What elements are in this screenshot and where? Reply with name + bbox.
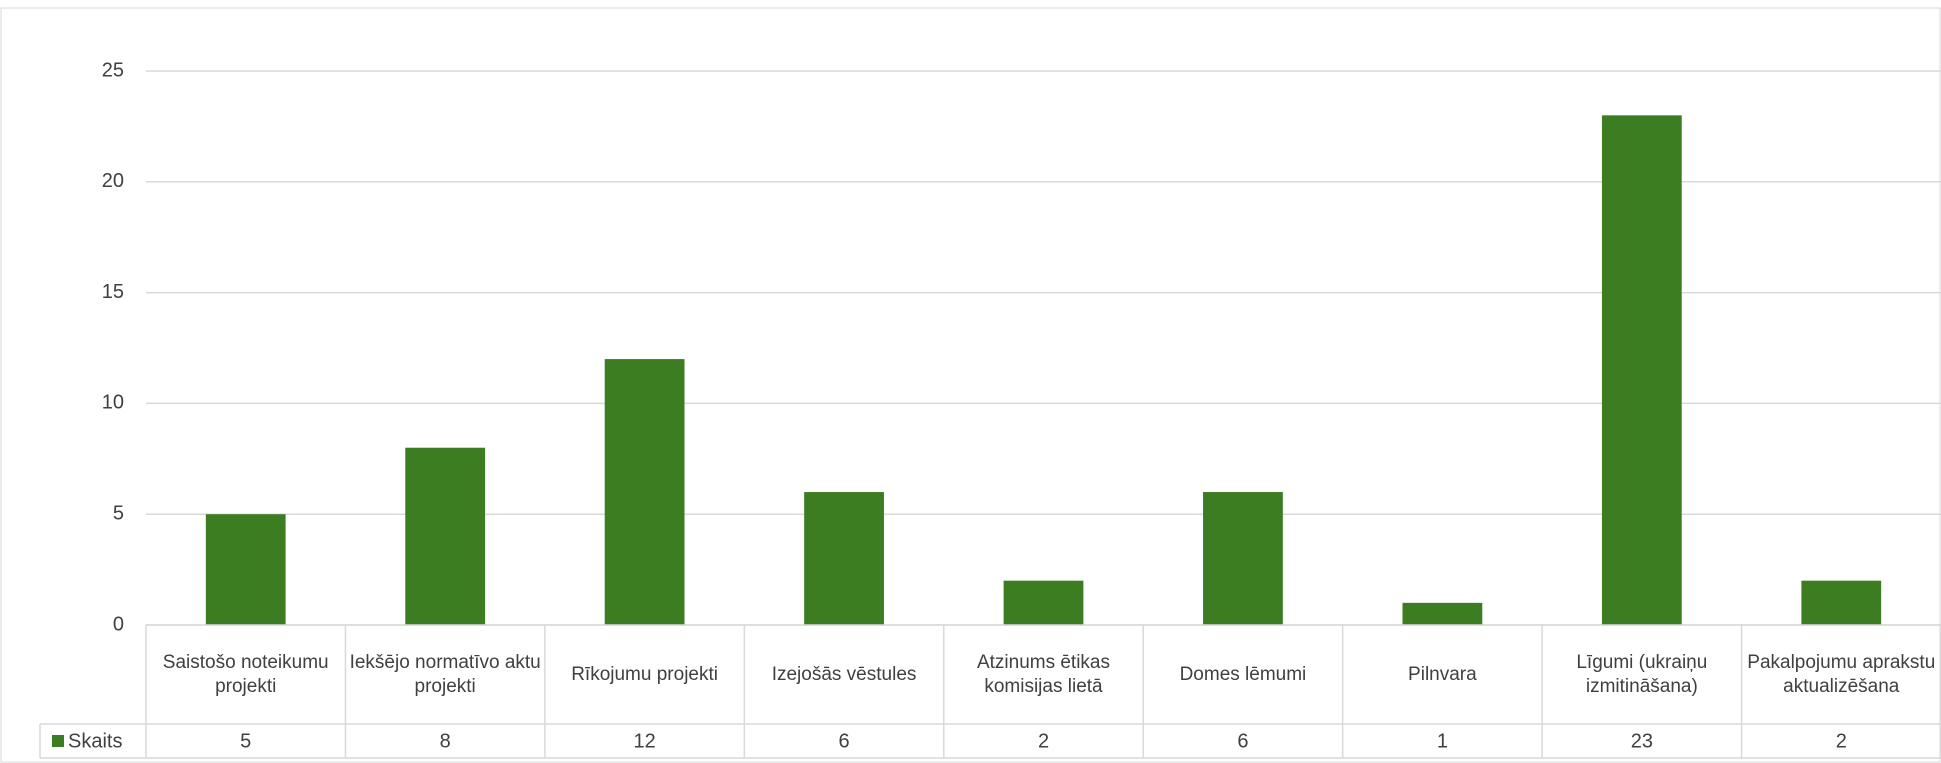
x-tick-label: Rīkojumu projekti: [571, 663, 718, 685]
data-table-value: 2: [1038, 730, 1049, 752]
bar: [804, 492, 884, 625]
y-tick-label: 0: [113, 613, 124, 635]
x-tick-label: Atzinums ētikas komisijas lietā: [976, 651, 1110, 697]
x-tick-label: Līgumi (ukraiņu izmitināšana): [1576, 651, 1708, 697]
y-tick-label: 25: [102, 59, 124, 81]
x-tick-label: Iekšējo normatīvo aktu projekti: [349, 651, 541, 697]
data-table-value: 1: [1437, 730, 1448, 752]
category-cell: Atzinums ētikas komisijas lietā: [976, 651, 1110, 697]
category-cell: Pakalpojumu aprakstu aktualizēšana: [1747, 651, 1936, 697]
bar: [604, 359, 685, 625]
bar: [1203, 492, 1283, 625]
y-tick-label: 10: [102, 392, 124, 414]
x-tick-label: Saistošo noteikumu projekti: [162, 651, 329, 697]
category-cell: Iekšējo normatīvo aktu projekti: [349, 651, 541, 697]
y-tick-label: 20: [102, 170, 124, 192]
data-table-value: 6: [1237, 730, 1248, 752]
x-tick-label: Pakalpojumu aprakstu aktualizēšana: [1747, 651, 1936, 697]
legend-swatch: [52, 735, 64, 747]
bar: [1601, 115, 1682, 625]
data-table-value: 8: [440, 730, 451, 752]
x-tick-label: Domes lēmumi: [1179, 663, 1307, 685]
bar: [1003, 580, 1084, 625]
category-cell: Izejošās vēstules: [771, 663, 917, 685]
bar: [1402, 602, 1483, 625]
data-table-value: 6: [838, 730, 849, 752]
x-tick-label: Izejošās vēstules: [771, 663, 917, 685]
data-table-value: 5: [240, 730, 251, 752]
data-table-value: 12: [633, 730, 655, 752]
bar: [405, 447, 486, 625]
bar: [205, 514, 286, 625]
legend-label: Skaits: [68, 730, 122, 752]
bar: [1801, 580, 1882, 625]
x-tick-label: Pilnvara: [1408, 663, 1477, 685]
data-table-value: 23: [1631, 730, 1653, 752]
chart-border: [0, 7, 1941, 763]
data-table-value: 2: [1836, 730, 1847, 752]
category-cell: Rīkojumu projekti: [571, 663, 718, 685]
y-tick-label: 5: [113, 502, 124, 524]
category-cell: Pilnvara: [1408, 663, 1477, 685]
y-tick-label: 15: [102, 281, 124, 303]
category-cell: Saistošo noteikumu projekti: [162, 651, 329, 697]
category-cell: Līgumi (ukraiņu izmitināšana): [1576, 651, 1708, 697]
category-cell: Domes lēmumi: [1179, 663, 1307, 685]
